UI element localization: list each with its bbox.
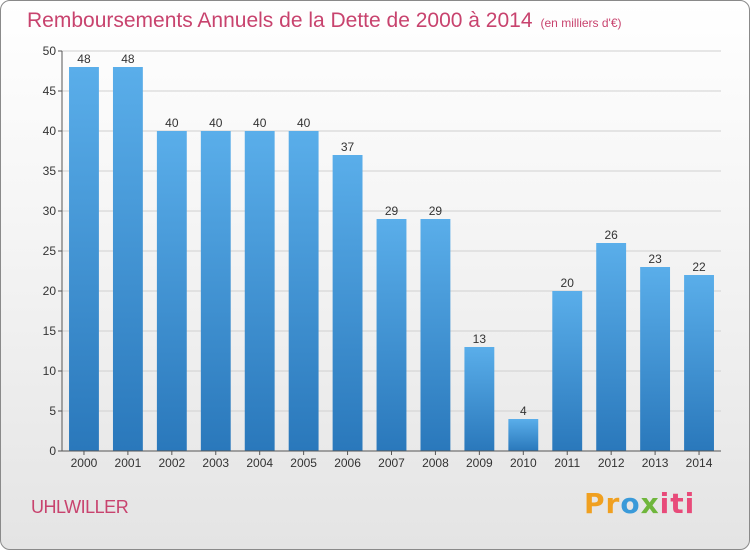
x-tick-label: 2002 (158, 456, 185, 470)
x-tick-label: 2010 (510, 456, 537, 470)
x-tick-label: 2008 (422, 456, 449, 470)
bar-value-label: 20 (561, 276, 575, 290)
y-tick-label: 0 (49, 444, 56, 458)
bar (156, 131, 187, 451)
y-tick-label: 15 (43, 324, 57, 338)
bar-value-label: 13 (473, 332, 487, 346)
axes: 0 5 10 15 20 25 30 35 40 45 50 2000 2001 2002 2003 2004… (43, 44, 721, 470)
y-tick-label: 45 (43, 84, 57, 98)
chart-title: Remboursements Annuels de la Dette de 20… (27, 9, 622, 33)
bar-value-label: 40 (297, 116, 311, 130)
bar (596, 243, 627, 451)
bar-value-label: 29 (429, 204, 443, 218)
bars: 48 48 40 40 40 40 37 29 29 13 4 20 26 23 22 (69, 52, 714, 451)
y-tick-label: 30 (43, 204, 57, 218)
chart-subtitle: (en milliers d'€) (540, 16, 622, 30)
x-tick-label: 2001 (115, 456, 142, 470)
bar (684, 275, 714, 451)
y-tick-label: 20 (43, 284, 57, 298)
chart-title-text: Remboursements Annuels de la Dette de 20… (27, 9, 533, 32)
bar (376, 219, 407, 451)
bar (640, 267, 671, 451)
bar (464, 347, 495, 451)
bar-value-label: 22 (692, 260, 706, 274)
y-tick-label: 10 (43, 364, 57, 378)
bar-value-label: 37 (341, 140, 355, 154)
x-tick-label: 2004 (246, 456, 273, 470)
bar (332, 155, 363, 451)
bar (508, 419, 539, 451)
bar (552, 291, 583, 451)
y-tick-label: 25 (43, 244, 57, 258)
y-tick-label: 40 (43, 124, 57, 138)
bar-value-label: 29 (385, 204, 399, 218)
place-name: UHLWILLER (31, 497, 129, 517)
y-tick-label: 50 (43, 44, 57, 58)
logo-part-3: x (640, 487, 660, 520)
bar-value-label: 48 (77, 52, 91, 66)
bar-value-label: 40 (165, 116, 179, 130)
x-tick-label: 2000 (71, 456, 98, 470)
bar (420, 219, 451, 451)
x-tick-label: 2005 (290, 456, 317, 470)
x-tick-label: 2003 (202, 456, 229, 470)
bar (200, 131, 231, 451)
x-tick-label: 2013 (642, 456, 669, 470)
proxiti-logo: Proxiti (584, 487, 695, 520)
bar-value-label: 26 (604, 228, 618, 242)
y-tick-label: 35 (43, 164, 57, 178)
logo-part-1: Pr (584, 487, 621, 520)
bar-value-label: 4 (520, 404, 527, 418)
y-tick-label: 5 (49, 404, 56, 418)
bar-value-label: 40 (209, 116, 223, 130)
bar (69, 67, 99, 451)
x-tick-label: 2009 (466, 456, 493, 470)
x-tick-label: 2014 (686, 456, 713, 470)
bar-value-label: 48 (121, 52, 135, 66)
bar (288, 131, 319, 451)
x-tick-label: 2012 (598, 456, 625, 470)
bar (244, 131, 275, 451)
x-tick-label: 2011 (554, 456, 580, 470)
x-tick-label: 2007 (378, 456, 405, 470)
x-tick-label: 2006 (334, 456, 361, 470)
logo-part-4: iti (659, 487, 696, 520)
bar-value-label: 23 (648, 252, 662, 266)
logo-part-2: o (620, 487, 641, 520)
bar-value-label: 40 (253, 116, 267, 130)
bar (112, 67, 143, 451)
